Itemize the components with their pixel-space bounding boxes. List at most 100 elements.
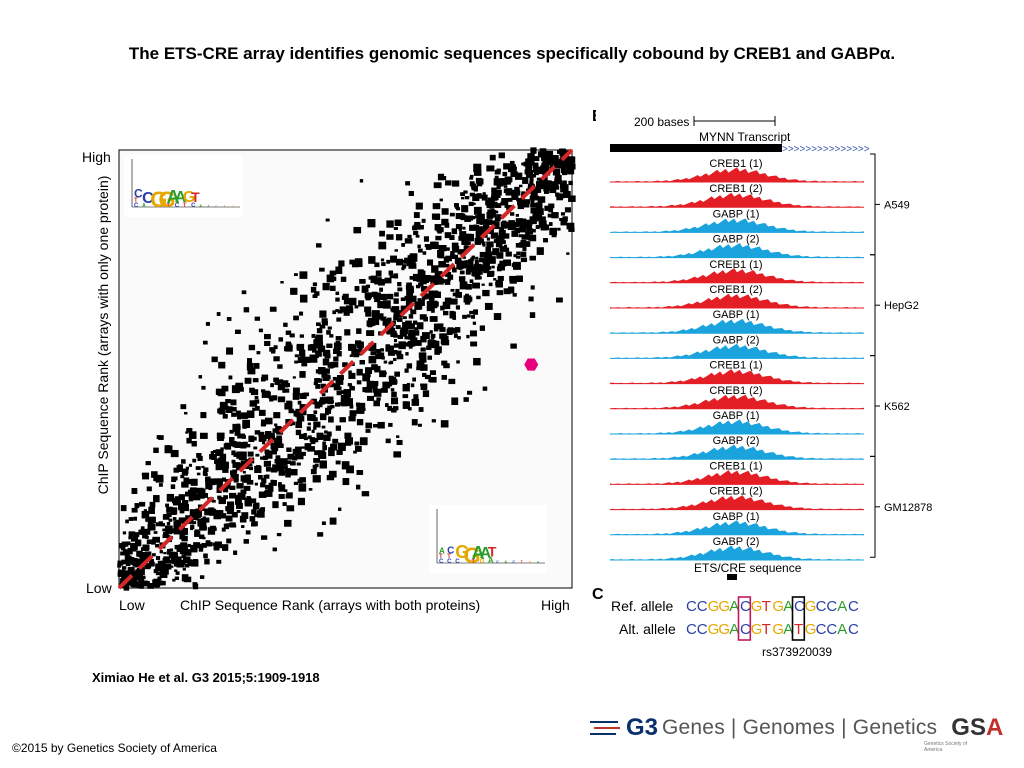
scatter-point xyxy=(313,421,321,428)
scatter-point xyxy=(486,241,494,248)
scatter-point xyxy=(225,483,230,489)
scatter-point xyxy=(127,547,132,552)
scatter-point xyxy=(226,506,235,515)
scatter-point xyxy=(416,360,425,368)
scatter-point xyxy=(291,455,298,461)
scatter-point xyxy=(482,192,486,196)
scatter-point xyxy=(354,286,360,292)
scatter-point xyxy=(276,532,282,537)
scatter-point xyxy=(219,401,228,410)
scatter-point xyxy=(463,295,472,303)
g3-dna-icon xyxy=(590,721,620,735)
scatter-point xyxy=(230,503,234,507)
logo-letter: G xyxy=(183,189,195,206)
scatter-point xyxy=(431,340,440,349)
scatter-point xyxy=(180,404,187,410)
scatter-point xyxy=(374,262,380,268)
scatter-point xyxy=(568,195,576,202)
scatter-point xyxy=(274,437,282,444)
scatter-point xyxy=(522,219,530,226)
scatter-point xyxy=(172,498,180,504)
scatter-point xyxy=(366,395,375,401)
scatter-point xyxy=(479,178,484,183)
scatter-point xyxy=(130,558,139,565)
scatter-point xyxy=(492,248,500,256)
scatter-point xyxy=(367,320,372,325)
scatter-point xyxy=(324,353,331,359)
scatter-point xyxy=(341,461,350,470)
cell-line-label: K562 xyxy=(884,401,910,413)
scatter-point xyxy=(286,447,292,452)
scatter-point xyxy=(215,449,224,457)
scatter-point xyxy=(475,256,479,260)
scatter-point xyxy=(203,472,208,476)
scatter-point xyxy=(498,229,506,238)
scatter-point xyxy=(247,451,254,457)
scatter-point xyxy=(429,316,438,322)
scatter-point xyxy=(496,290,504,296)
scatter-point xyxy=(478,258,485,263)
scatter-point xyxy=(182,535,186,540)
scatter-point xyxy=(522,225,527,229)
scatter-point xyxy=(460,215,468,221)
scatter-point xyxy=(402,394,409,399)
scatter-point xyxy=(216,482,223,489)
sequence-base: G xyxy=(751,621,763,638)
scatter-point xyxy=(202,340,208,345)
scatter-point xyxy=(464,196,470,200)
scatter-point xyxy=(515,218,523,226)
scatter-point xyxy=(469,279,474,284)
signal-track xyxy=(610,369,864,384)
scatter-point xyxy=(285,330,292,335)
scatter-point xyxy=(566,222,575,230)
scatter-point xyxy=(296,453,302,458)
scatter-point xyxy=(568,180,573,186)
scatter-point xyxy=(182,504,189,512)
scatter-point xyxy=(132,562,137,567)
scatter-point xyxy=(122,566,127,570)
scatter-point xyxy=(397,334,404,339)
scatter-point xyxy=(435,235,442,241)
scatter-point xyxy=(338,507,342,511)
scatter-point xyxy=(211,499,216,503)
scatter-point xyxy=(278,494,285,499)
scatter-point xyxy=(526,188,530,192)
scatter-point xyxy=(378,241,387,250)
scatter-point xyxy=(515,172,523,180)
scatter-point xyxy=(343,389,352,398)
scatter-point xyxy=(338,260,345,267)
scatter-point xyxy=(473,170,482,176)
scatter-point xyxy=(198,375,203,379)
scatter-point xyxy=(228,375,233,380)
scatter-point xyxy=(490,232,499,239)
scatter-point xyxy=(381,262,386,266)
scatter-point xyxy=(264,417,273,425)
scatter-point xyxy=(223,402,227,405)
scatter-point xyxy=(390,397,399,405)
scatter-point xyxy=(153,447,159,453)
scatter-point xyxy=(250,389,259,396)
scatter-point xyxy=(333,356,339,362)
sequence-base: C xyxy=(816,598,827,615)
scatter-point xyxy=(404,238,413,244)
snp-id: rs373920039 xyxy=(762,645,833,659)
scatter-point xyxy=(340,276,347,282)
scatter-point xyxy=(478,276,482,280)
scatter-point xyxy=(325,407,332,414)
scatter-point xyxy=(326,274,335,283)
scatter-point xyxy=(525,160,531,166)
scatter-point xyxy=(407,234,412,239)
scatter-point xyxy=(441,208,449,215)
scatter-point xyxy=(370,275,378,283)
scatter-point xyxy=(418,248,423,253)
scatter-point xyxy=(261,478,267,484)
scatter-point xyxy=(254,316,261,321)
scatter-point xyxy=(376,397,381,401)
scatter-point xyxy=(201,465,205,469)
scatter-point xyxy=(532,186,540,194)
scatter-point xyxy=(120,546,126,551)
scatter-point xyxy=(462,226,466,230)
scatter-point xyxy=(314,403,320,409)
scatter-point xyxy=(394,249,398,252)
scatter-point xyxy=(354,305,359,309)
